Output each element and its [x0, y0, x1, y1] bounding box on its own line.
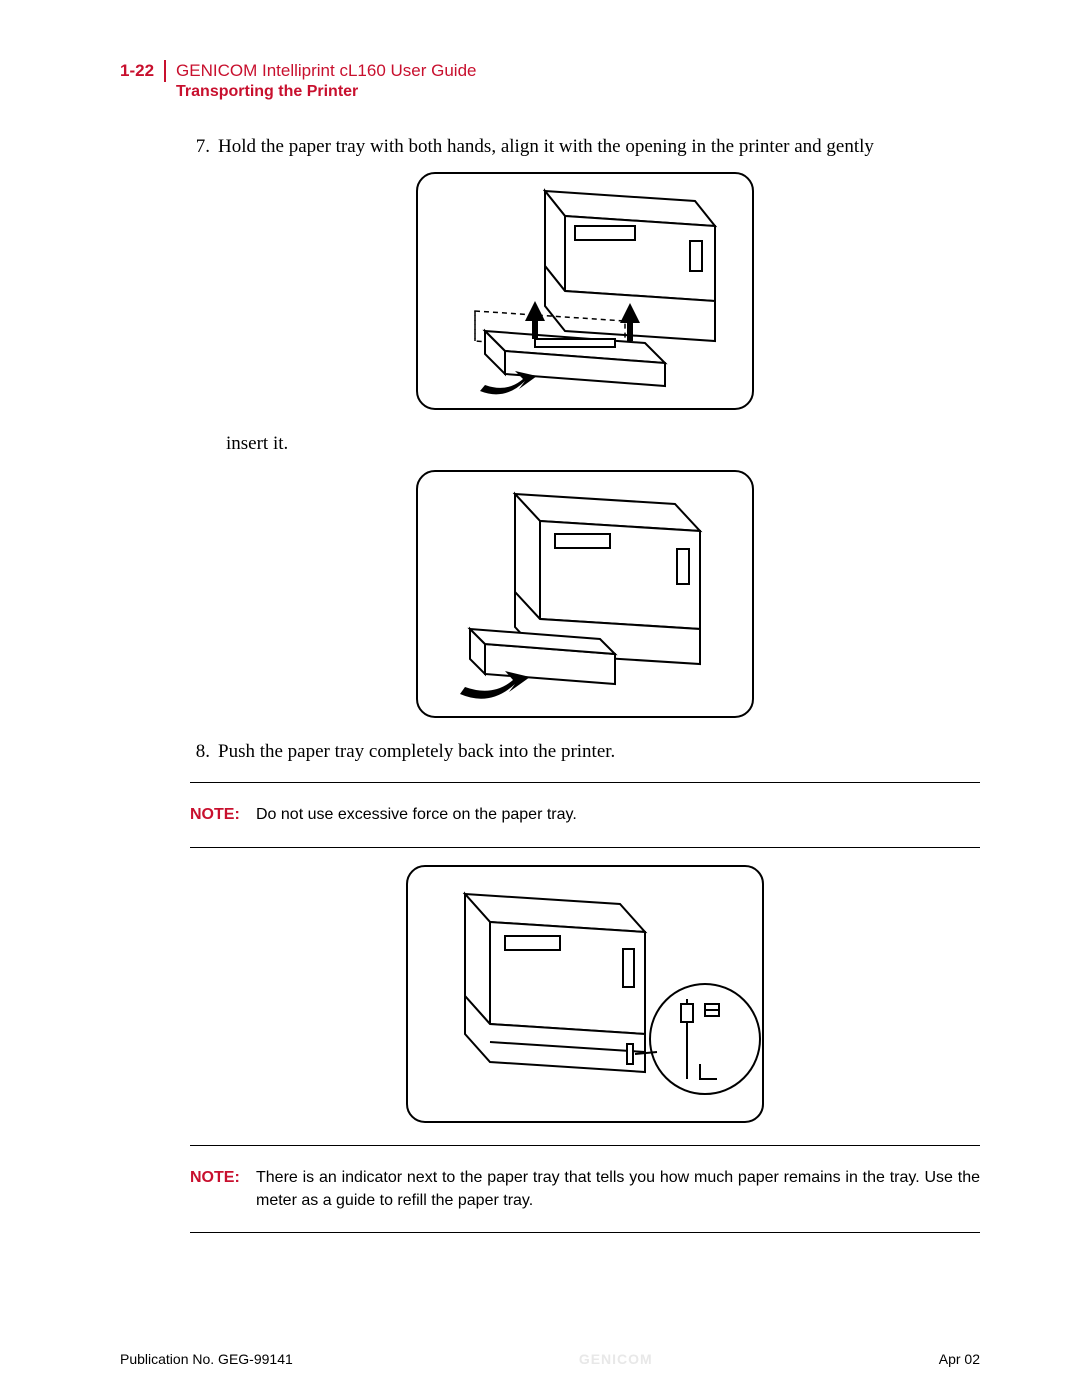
step-7-continuation: insert it. — [190, 430, 980, 459]
printer-indicator-illustration — [405, 864, 765, 1124]
divider — [190, 1232, 980, 1233]
step-number: 7. — [190, 133, 218, 162]
step-text: Hold the paper tray with both hands, ali… — [218, 133, 980, 162]
footer-date: Apr 02 — [939, 1351, 980, 1367]
figure-insert-tray — [190, 469, 980, 724]
step-text: Push the paper tray completely back into… — [218, 738, 980, 767]
note-2: NOTE: There is an indicator next to the … — [190, 1162, 980, 1216]
figure-align-tray — [190, 171, 980, 416]
figure-indicator — [190, 864, 980, 1129]
page: 1-22 GENICOM Intelliprint cL160 User Gui… — [0, 0, 1080, 1397]
divider — [190, 847, 980, 848]
divider — [190, 782, 980, 783]
step-7: 7. Hold the paper tray with both hands, … — [190, 133, 980, 162]
publication-number: Publication No. GEG-99141 — [120, 1351, 293, 1367]
page-number: 1-22 — [120, 60, 166, 82]
section-title: Transporting the Printer — [176, 82, 476, 103]
note-1: NOTE: Do not use excessive force on the … — [190, 799, 980, 830]
divider — [190, 1145, 980, 1146]
page-footer: Publication No. GEG-99141 GENICOM Apr 02 — [120, 1351, 980, 1367]
note-text: Do not use excessive force on the paper … — [256, 803, 980, 826]
printer-align-illustration — [415, 171, 755, 411]
printer-insert-illustration — [415, 469, 755, 719]
content-area: 7. Hold the paper tray with both hands, … — [120, 133, 980, 1233]
note-text: There is an indicator next to the paper … — [256, 1166, 980, 1212]
header-text-block: GENICOM Intelliprint cL160 User Guide Tr… — [166, 60, 476, 103]
step-8: 8. Push the paper tray completely back i… — [190, 738, 980, 767]
note-label: NOTE: — [190, 1166, 256, 1212]
note-label: NOTE: — [190, 803, 256, 826]
step-number: 8. — [190, 738, 218, 767]
page-header: 1-22 GENICOM Intelliprint cL160 User Gui… — [120, 60, 980, 103]
footer-brand: GENICOM — [579, 1351, 653, 1367]
guide-title: GENICOM Intelliprint cL160 User Guide — [176, 60, 476, 82]
